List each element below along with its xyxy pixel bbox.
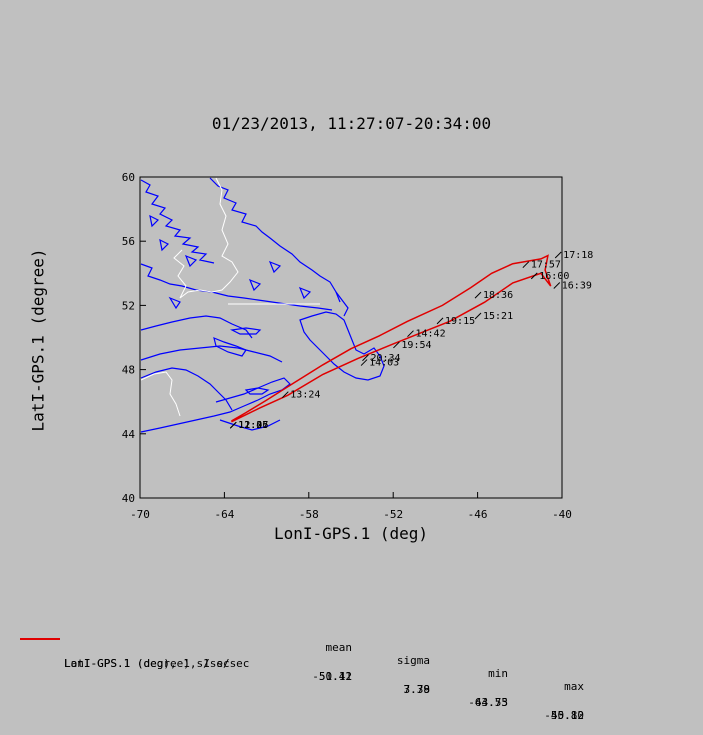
- time-marker: [362, 354, 369, 362]
- time-label: 18:36: [483, 290, 513, 301]
- x-tick-label: -52: [383, 508, 403, 521]
- time-marker: [474, 291, 482, 299]
- x-tick-label: -64: [214, 508, 234, 521]
- legend-row-lon: LonI-GPS.1 (deg), 1 s/sec -51.12 7.79 -6…: [0, 644, 703, 722]
- y-axis-ticks: 40 44 48 52 56 60: [122, 171, 146, 505]
- time-marker: [530, 272, 538, 280]
- legend-row-lat: LatI-GPS.1 (degree), 1 s/sec 50.41 3.38 …: [0, 631, 703, 722]
- time-label: 16:00: [539, 271, 569, 282]
- time-label: 20:34: [370, 353, 400, 364]
- time-marker: [360, 359, 368, 366]
- time-marker: [407, 330, 414, 338]
- header-min: min: [488, 667, 508, 680]
- time-label: 17:18: [563, 250, 593, 261]
- time-label: 12:45: [238, 420, 268, 431]
- time-marker: [281, 391, 289, 399]
- header-max: max: [564, 680, 584, 693]
- time-label: 12:06: [238, 420, 268, 431]
- y-tick-label: 48: [122, 364, 135, 377]
- legend-swatch-lat: [20, 638, 60, 640]
- legend-name-lon: LonI-GPS.1 (deg), 1 s/sec: [64, 657, 230, 670]
- x-tick-label: -46: [468, 508, 488, 521]
- x-tick-label: -70: [130, 508, 150, 521]
- y-axis-label: LatI-GPS.1 (degree): [28, 248, 48, 432]
- chart-title: 01/23/2013, 11:27:07-20:34:00: [211, 114, 492, 133]
- lon-min: -63.53: [468, 696, 508, 709]
- y-tick-label: 56: [122, 235, 135, 248]
- lon-mean: -51.12: [312, 670, 352, 683]
- time-marker: [522, 261, 530, 269]
- time-marker: [393, 341, 400, 349]
- time-label: 17:57: [531, 260, 561, 271]
- y-tick-label: 60: [122, 171, 135, 184]
- flight-track-line: [231, 254, 552, 423]
- x-tick-label: -40: [552, 508, 572, 521]
- lon-max: -40.82: [544, 709, 584, 722]
- y-tick-label: 44: [122, 428, 136, 441]
- time-marker: [229, 421, 237, 429]
- time-label: 13:24: [290, 390, 320, 401]
- time-marker: [436, 317, 444, 325]
- time-marker: [553, 282, 561, 289]
- x-tick-label: -58: [299, 508, 319, 521]
- time-label: 11:27: [238, 420, 268, 431]
- time-label: 14:03: [369, 358, 399, 369]
- time-label: 19:54: [401, 340, 431, 351]
- time-markers: [229, 251, 562, 429]
- lon-sigma: 7.79: [403, 683, 431, 696]
- x-axis-label: LonI-GPS.1 (deg): [273, 524, 429, 543]
- province-borders: [140, 177, 320, 417]
- time-label: 15:21: [483, 311, 513, 322]
- time-label: 16:39: [562, 281, 592, 292]
- y-tick-label: 40: [122, 492, 135, 505]
- time-marker: [474, 312, 482, 320]
- time-label: 14:42: [415, 329, 445, 340]
- x-axis-ticks: -70 -64 -58 -52 -46 -40: [130, 492, 572, 521]
- coastline-map: [140, 177, 385, 433]
- time-marker: [554, 251, 562, 259]
- time-label: 19:15: [445, 316, 475, 327]
- header-mean: mean: [325, 641, 353, 654]
- y-tick-label: 52: [122, 299, 135, 312]
